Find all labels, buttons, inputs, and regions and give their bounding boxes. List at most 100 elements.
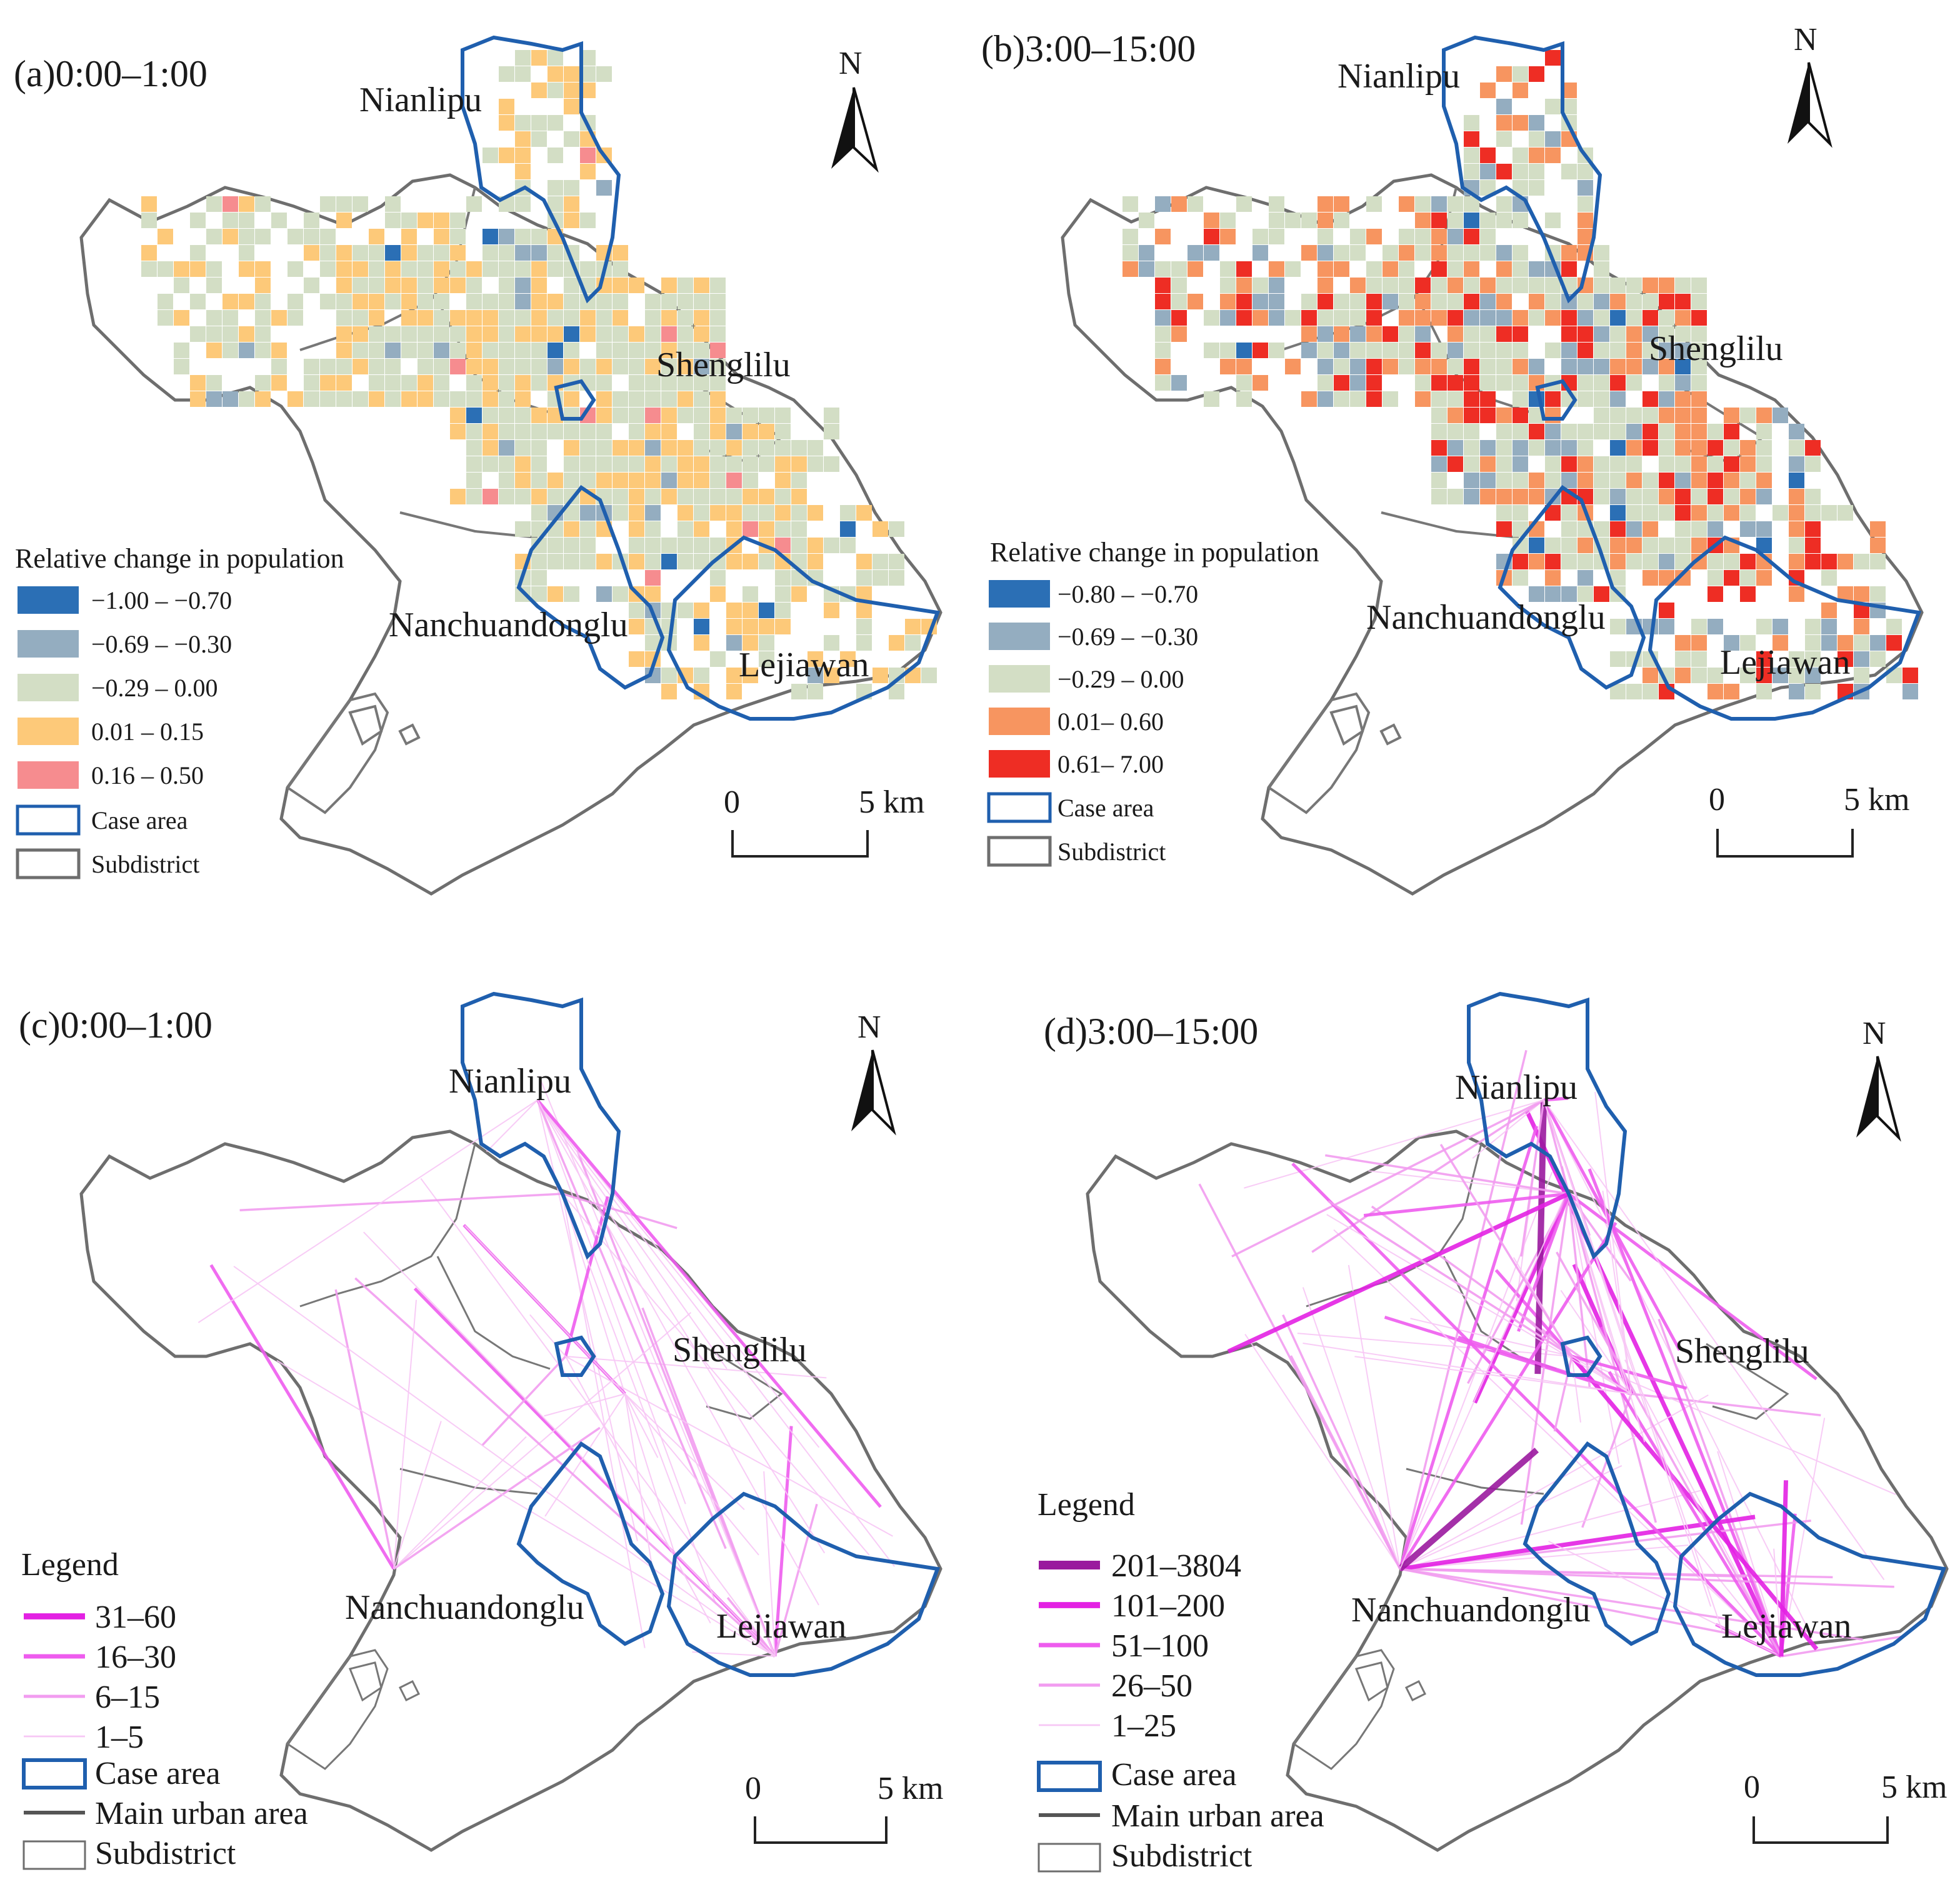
grid-cell	[1269, 278, 1284, 293]
grid-cell	[726, 489, 742, 504]
svg-text:Legend: Legend	[1038, 1487, 1135, 1523]
grid-cell	[1578, 196, 1593, 212]
grid-cell	[206, 391, 222, 407]
grid-cell	[548, 180, 563, 196]
grid-cell	[1594, 245, 1609, 261]
flow-line	[562, 1193, 678, 1229]
grid-cell	[1431, 375, 1447, 391]
grid-cell	[678, 375, 693, 391]
grid-cell	[1772, 505, 1788, 521]
flow-line	[624, 1393, 659, 1458]
grid-cell	[1496, 196, 1512, 212]
grid-cell	[239, 196, 254, 212]
grid-cell	[482, 229, 498, 244]
grid-cell	[1691, 343, 1707, 358]
grid-cell	[499, 375, 514, 391]
flow-line	[393, 1421, 442, 1569]
grid-cell	[1431, 294, 1447, 309]
grid-cell	[531, 408, 547, 423]
grid-cell	[401, 278, 417, 293]
grid-cell	[1610, 521, 1626, 537]
flow-line	[1553, 1356, 1573, 1432]
grid-cell	[1480, 359, 1496, 374]
grid-cell	[742, 603, 758, 618]
grid-cell	[466, 294, 482, 309]
grid-cell	[190, 261, 206, 277]
grid-cell	[1220, 343, 1236, 358]
grid-cell	[531, 131, 547, 147]
grid-cell	[1545, 391, 1561, 407]
grid-cell	[564, 359, 579, 374]
grid-cell	[726, 635, 742, 651]
svg-text:N: N	[1794, 22, 1818, 58]
grid-cell	[450, 391, 466, 407]
grid-cell	[1480, 229, 1496, 244]
grid-cell	[1448, 489, 1463, 504]
grid-cell	[726, 440, 742, 456]
grid-cell	[1464, 489, 1479, 504]
grid-cell	[466, 473, 482, 488]
grid-cell	[1448, 343, 1463, 358]
grid-cell	[678, 310, 693, 326]
grid-cell	[1691, 505, 1707, 521]
population-grid	[1122, 50, 1918, 699]
grid-cell	[1431, 213, 1447, 228]
grid-cell	[596, 408, 612, 423]
grid-cell	[1496, 424, 1512, 439]
grid-cell	[1220, 278, 1236, 293]
grid-cell	[1821, 554, 1837, 569]
grid-cell	[1431, 310, 1447, 326]
grid-cell	[499, 440, 514, 456]
grid-cell	[369, 229, 384, 244]
flow-line	[1520, 1193, 1570, 1525]
grid-cell	[1512, 570, 1528, 586]
grid-cell	[174, 278, 189, 293]
grid-cell	[791, 473, 807, 488]
svg-text:0: 0	[745, 1771, 761, 1806]
grid-cell	[1594, 278, 1609, 293]
grid-cell	[710, 359, 726, 374]
grid-cell	[1480, 391, 1496, 407]
grid-cell	[1496, 505, 1512, 521]
grid-cell	[352, 343, 368, 358]
grid-cell	[1236, 359, 1252, 374]
grid-cell	[1659, 343, 1674, 358]
grid-cell	[612, 326, 628, 342]
grid-cell	[499, 310, 514, 326]
flow-line	[1399, 1049, 1528, 1569]
grid-cell	[1480, 164, 1496, 179]
grid-cell	[742, 668, 758, 683]
grid-cell	[1610, 278, 1626, 293]
grid-cell	[482, 326, 498, 342]
grid-cell	[336, 294, 352, 309]
grid-cell	[726, 603, 742, 618]
grid-cell	[1529, 261, 1544, 277]
flow-line	[481, 1355, 567, 1446]
grid-cell	[336, 310, 352, 326]
grid-cell	[1545, 131, 1561, 147]
grid-cell	[1626, 440, 1642, 456]
grid-cell	[661, 473, 677, 488]
grid-cell	[726, 684, 742, 699]
population-grid	[141, 50, 937, 699]
grid-cell	[1529, 294, 1544, 309]
grid-cell	[759, 651, 774, 667]
grid-cell	[694, 505, 709, 521]
grid-cell	[1399, 196, 1414, 212]
grid-cell	[1626, 521, 1642, 537]
grid-cell	[466, 310, 482, 326]
flow-line	[1302, 1343, 1632, 1394]
legend-case-area: Case area	[1058, 794, 1154, 822]
flow-line	[1717, 1451, 1782, 1657]
grid-cell	[661, 684, 677, 699]
grid-cell	[222, 229, 238, 244]
grid-cell	[1642, 294, 1658, 309]
grid-cell	[872, 668, 888, 683]
grid-cell	[1854, 651, 1869, 667]
grid-cell	[499, 326, 514, 342]
flow-line	[624, 1393, 759, 1556]
grid-cell	[190, 391, 206, 407]
grid-cell	[645, 375, 661, 391]
grid-cell	[531, 115, 547, 131]
grid-cell	[401, 391, 417, 407]
